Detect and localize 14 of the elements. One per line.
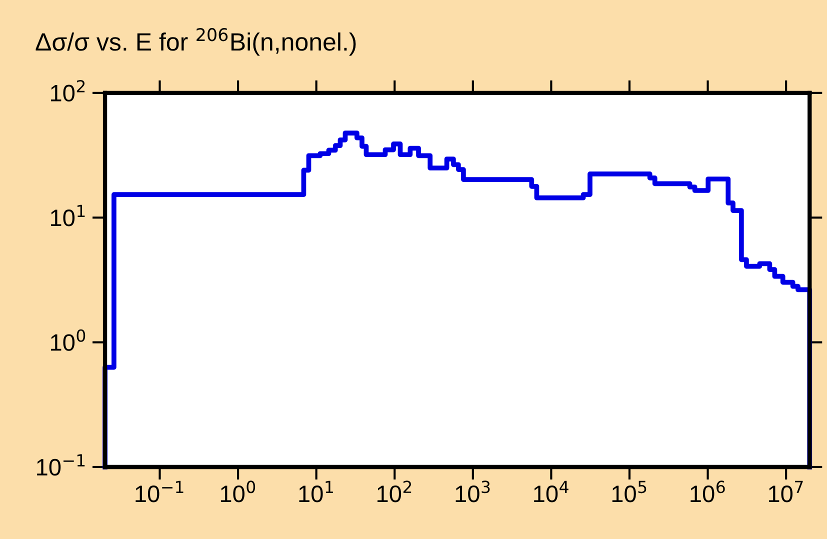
x-tick-label: 10$^{6}$ — [690, 480, 725, 502]
chart-title: Δσ/σ vs. E for $^{206}$Bi(n,nonel.) — [36, 28, 356, 56]
x-tick-label: 10$^{1}$ — [299, 480, 333, 502]
y-tick-label: 10$^{0}$ — [50, 329, 86, 351]
y-tick-label: 10$^{1}$ — [50, 204, 85, 226]
x-tick-label: 10$^{7}$ — [768, 480, 803, 502]
x-tick-label: 10$^{3}$ — [456, 480, 490, 502]
x-tick-label: 10$^{0}$ — [220, 480, 256, 502]
x-tick-label: 10$^{4}$ — [534, 480, 568, 502]
y-tick-label: 10$^{2}$ — [50, 80, 85, 102]
x-tick-label: 10$^{−1}$ — [136, 480, 184, 502]
x-tick-label: 10$^{2}$ — [378, 480, 412, 502]
y-tick-label: 10$^{−1}$ — [37, 454, 85, 476]
x-tick-label: 10$^{5}$ — [612, 480, 646, 502]
